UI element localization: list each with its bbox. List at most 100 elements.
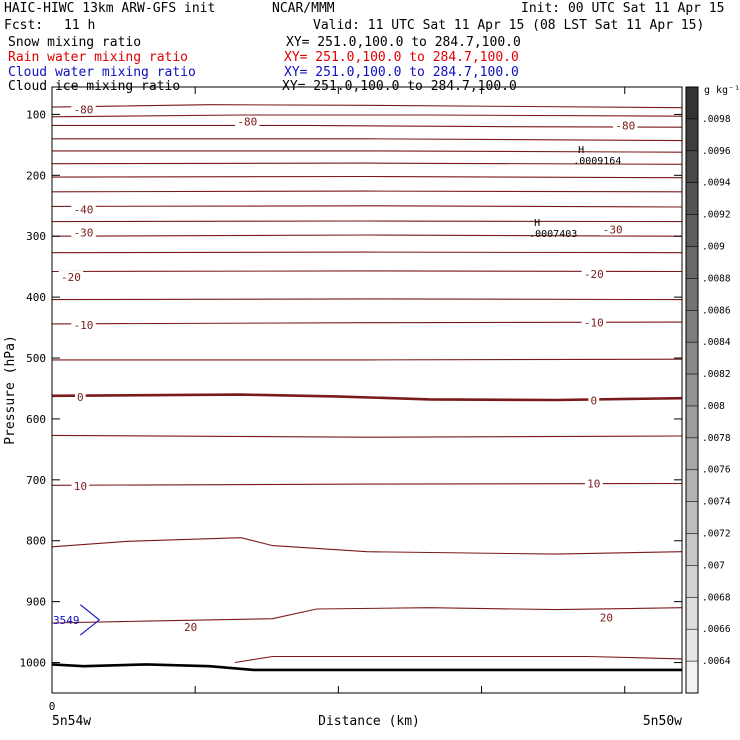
colorbar-label: .0064 (702, 656, 731, 667)
y-axis-label: Pressure (hPa) (3, 335, 18, 445)
colorbar-label: .0092 (702, 210, 731, 221)
colorbar-swatch (686, 246, 698, 279)
contour-label: 20 (600, 611, 613, 624)
temperature-contour-line (52, 138, 683, 142)
colorbar-frame (685, 86, 699, 694)
temperature-contour-line (51, 175, 683, 179)
contour-label-backing (600, 223, 625, 236)
colorbar-label: .0086 (702, 305, 731, 316)
colorbar-label: .0096 (702, 146, 731, 157)
field-xy-rain: XY= 251.0,100.0 to 284.7,100.0 (284, 50, 519, 65)
cloud-water-layer: 3549 (53, 604, 101, 636)
contour-label-backing (181, 621, 200, 634)
temperature-contour-line (51, 270, 683, 273)
plot-frame (51, 86, 683, 694)
temperature-contour-line (51, 190, 683, 193)
colorbar-swatch (686, 214, 698, 247)
colorbar-label: .0094 (702, 178, 731, 189)
temperature-contour-line (51, 482, 683, 486)
y-tick-label: 1000 (20, 657, 47, 670)
header-title: HAIC-HIWC 13km ARW-GFS init (4, 1, 216, 16)
y-tick-label: 300 (26, 230, 46, 243)
contour-label-backing (588, 394, 600, 407)
y-tick-label: 400 (26, 291, 46, 304)
header-init: Init: 00 UTC Sat 11 Apr 15 (521, 1, 725, 16)
y-tick-label: 600 (26, 413, 46, 426)
header-fcst-label: Fcst: (4, 18, 44, 33)
colorbar-swatch (686, 629, 698, 662)
contour-label: -40 (74, 203, 94, 216)
field-name-snow: Snow mixing ratio (8, 35, 142, 50)
colorbar-label: .008 (702, 401, 725, 412)
colorbar-label: .0098 (702, 114, 731, 125)
header-fcst-value: 11 h (64, 18, 96, 33)
colorbar-swatch (686, 469, 698, 503)
contour-label-backing (597, 611, 616, 624)
colorbar-label: .0082 (702, 369, 731, 380)
colorbar-label: .0066 (702, 624, 731, 635)
field-xy-cloud-water: XY= 251.0,100.0 to 284.7,100.0 (284, 65, 519, 80)
colorbar-label: .0076 (702, 465, 731, 476)
contour-label-backing (71, 319, 96, 332)
colorbar-label: .009 (702, 241, 725, 252)
temperature-contour-line (234, 655, 683, 664)
contour-label-backing (71, 226, 96, 239)
contour-label-backing (613, 119, 638, 132)
temperature-contour-line (51, 298, 683, 301)
temperature-contour-line (51, 205, 683, 208)
colorbar-swatch (686, 661, 698, 694)
contour-label: 20 (184, 621, 197, 634)
colorbar-swatch (686, 278, 698, 311)
contour-label: 10 (74, 480, 87, 493)
y-tick-label: 100 (26, 108, 46, 121)
contour-label-backing (71, 103, 96, 116)
temperature-contour-line (51, 234, 683, 237)
colorbar-label: .0084 (702, 337, 731, 348)
temperature-contour-line (51, 251, 683, 254)
contour-label: -10 (584, 317, 604, 330)
terrain-layer (51, 663, 682, 672)
contour-label-backing (581, 316, 606, 329)
field-name-rain: Rain water mixing ratio (8, 50, 189, 65)
temperature-contour-line (51, 434, 683, 438)
contour-label: -30 (603, 224, 623, 237)
header-org: NCAR/MMM (272, 1, 335, 16)
contour-label: -30 (74, 227, 94, 240)
temperature-contour-line (51, 220, 683, 223)
contour-label: -20 (61, 271, 81, 284)
contour-label-backing (58, 271, 84, 284)
contour-label: 0 (590, 395, 597, 408)
colorbar-label: .007 (702, 560, 725, 571)
contour-label-backing (74, 391, 86, 404)
colorbar-swatch (686, 182, 698, 216)
y-tick-label: 200 (26, 169, 46, 182)
contour-label-backing (235, 115, 260, 128)
colorbar-swatch (686, 437, 698, 471)
y-tick-label: 900 (26, 596, 46, 609)
colorbar-label: .0088 (702, 273, 731, 284)
contour-label: -80 (237, 116, 257, 129)
temperature-contour-line (51, 104, 683, 109)
header-valid: Valid: 11 UTC Sat 11 Apr 15 (08 LST Sat … (313, 18, 705, 33)
contour-label: -80 (615, 119, 635, 132)
field-xy-snow: XY= 251.0,100.0 to 284.7,100.0 (286, 35, 521, 50)
colorbar-swatch (686, 565, 698, 598)
contour-label: -80 (74, 104, 94, 117)
colorbar-unit: g kg⁻¹ (704, 85, 740, 96)
contour-label: 10 (587, 477, 600, 490)
contour-labels: -80 -80 -80 -40 -30 -30 -20 -20 -10 -10 0 0 10 10 20 20 (58, 103, 638, 634)
colorbar-label: .0068 (702, 592, 731, 603)
contour-label: -20 (584, 268, 604, 281)
contour-label-backing (585, 477, 603, 490)
temperature-contour-line (51, 607, 683, 624)
colorbar-swatch (686, 405, 698, 439)
colorbar: .0098 .0096 .0094 .0092 .009 .0088 .0086 .0084.… (685, 86, 731, 694)
colorbar-swatch (686, 150, 698, 184)
colorbar-swatch (686, 597, 698, 630)
maximum-value: .0007403 (529, 229, 577, 240)
maximum-marker: H (534, 218, 540, 229)
field-name-cloud-water: Cloud water mixing ratio (8, 65, 196, 80)
temperature-contour-line (51, 162, 683, 165)
